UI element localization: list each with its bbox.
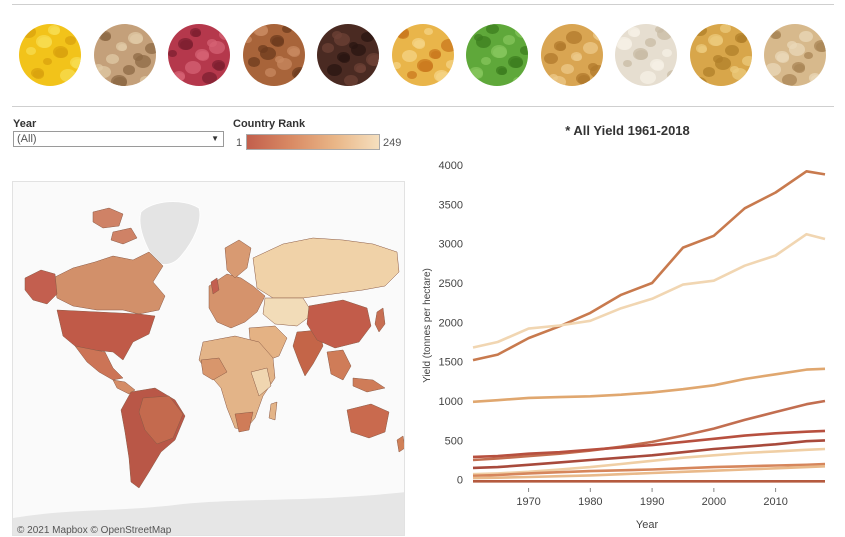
china-shape [306, 299, 372, 349]
y-tick-label: 4000 [439, 160, 463, 172]
potatoes-icon[interactable] [540, 24, 603, 86]
grain-icon[interactable] [93, 24, 156, 86]
y-tick-label: 3500 [439, 199, 463, 211]
series-line-2 [472, 232, 826, 349]
series-line-4 [472, 399, 826, 462]
x-tick-label: 1980 [578, 496, 602, 508]
cassava-icon[interactable] [242, 24, 305, 86]
east-africa-shape [250, 367, 272, 397]
wheat-icon[interactable] [764, 24, 826, 86]
rank-max-value: 249 [383, 137, 402, 149]
central-asia-shape [262, 297, 314, 327]
top-divider [12, 4, 834, 5]
new-zealand-shape [396, 435, 404, 453]
peas-icon[interactable] [466, 24, 528, 86]
bananas-icon[interactable] [19, 24, 81, 86]
x-axis-label: Year [636, 519, 659, 531]
coffee-beans-icon[interactable] [317, 24, 379, 86]
west-africa-shape [200, 357, 228, 381]
world-map[interactable] [12, 181, 405, 536]
y-tick-label: 0 [457, 475, 463, 487]
rank-min-value: 1 [236, 137, 243, 149]
brazil-shape [138, 395, 184, 445]
southeast-asia-shape [326, 349, 386, 393]
x-tick-label: 1970 [516, 496, 540, 508]
russia-shape [252, 237, 400, 299]
series-line-9 [472, 465, 826, 480]
antarctica-shape [13, 492, 404, 535]
series-line-7 [472, 447, 826, 476]
chevron-down-icon: ▼ [211, 134, 219, 143]
series-line-1 [472, 169, 826, 362]
x-tick-label: 1990 [640, 496, 664, 508]
y-tick-label: 1500 [439, 357, 463, 369]
kidney-beans-icon[interactable] [168, 24, 230, 86]
rice-icon[interactable] [615, 24, 677, 86]
usa-shape [56, 309, 156, 361]
canada-shape [52, 251, 166, 315]
soybeans-icon[interactable] [689, 24, 752, 86]
x-tick-label: 2000 [702, 496, 726, 508]
greenland-shape [139, 201, 201, 265]
y-tick-label: 1000 [439, 396, 463, 408]
map-attribution: © 2021 Mapbox © OpenStreetMap [17, 525, 172, 536]
crop-row-divider [12, 106, 834, 107]
uk-shape [210, 277, 220, 295]
year-filter-label: Year [13, 118, 37, 130]
japan-shape [374, 307, 386, 333]
scandinavia-shape [224, 239, 252, 279]
y-tick-label: 3000 [439, 239, 463, 251]
canada-islands-shape [92, 207, 138, 245]
country-rank-color-legend [246, 134, 380, 150]
chart-title: * All Yield 1961-2018 [565, 123, 690, 138]
australia-shape [346, 403, 390, 439]
yield-line-chart: 0 500 1000 1500 2000 2500 3000 3500 4000 1970 1980… [422, 160, 826, 531]
series-line-3 [472, 367, 826, 404]
year-dropdown[interactable]: (All) ▼ [13, 131, 224, 147]
y-axis-label: Yield (tonnes per hectare) [422, 268, 433, 383]
x-tick-label: 2010 [763, 496, 787, 508]
country-rank-label: Country Rank [233, 118, 306, 130]
world-map-svg[interactable] [13, 182, 405, 536]
series-line-8 [472, 462, 826, 478]
maize-icon[interactable] [391, 24, 454, 86]
series-line-5 [472, 429, 826, 459]
y-tick-label: 500 [445, 435, 463, 447]
alaska-shape [24, 269, 58, 305]
mexico-shape [74, 345, 124, 381]
y-tick-label: 2000 [439, 317, 463, 329]
year-dropdown-value: (All) [17, 133, 37, 145]
y-tick-label: 2500 [439, 278, 463, 290]
series-line-6 [472, 439, 826, 470]
madagascar-shape [268, 401, 278, 421]
south-africa-shape [234, 411, 254, 433]
